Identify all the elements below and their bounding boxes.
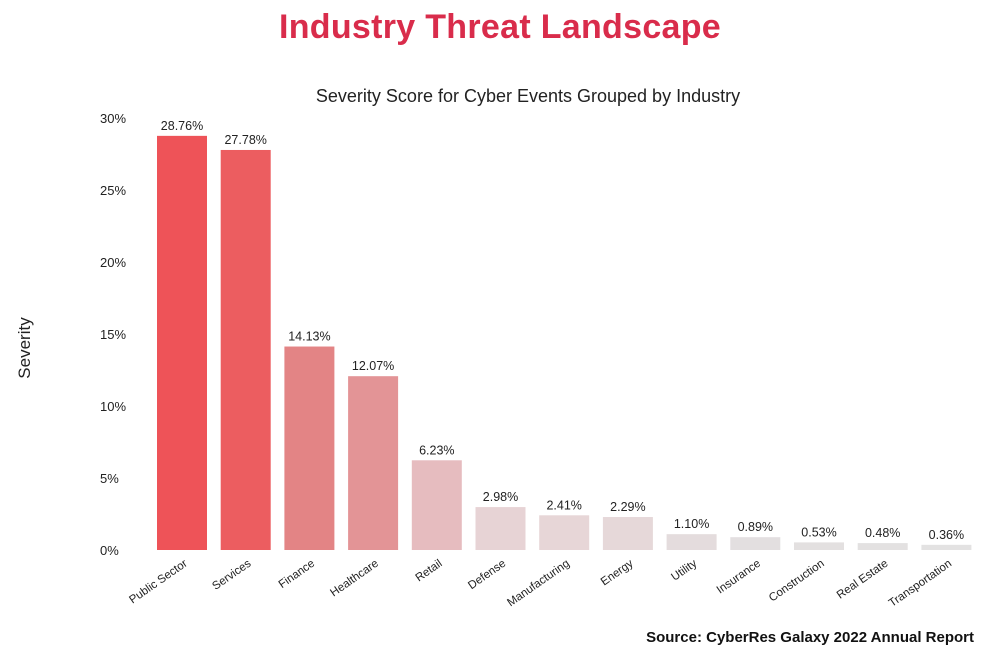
bar (348, 376, 399, 550)
x-tick-label: Services (210, 557, 253, 592)
bar (666, 534, 717, 550)
data-label: 2.98% (483, 490, 518, 504)
y-tick-label: 10% (100, 399, 126, 414)
x-tick-label: Construction (767, 558, 827, 605)
data-label: 0.89% (738, 520, 773, 534)
chart-subtitle: Severity Score for Cyber Events Grouped … (316, 86, 740, 106)
data-label: 1.10% (674, 517, 709, 531)
bar (602, 517, 653, 550)
x-tick-label: Public Sector (127, 558, 190, 607)
data-label: 2.29% (610, 500, 645, 514)
x-tick-label: Utility (669, 557, 699, 583)
bar (730, 537, 781, 550)
bars-group (157, 135, 972, 550)
bar (857, 543, 908, 550)
data-labels-group: 28.76% 27.78% 14.13% 12.07% 6.23% 2.98% 2.41% 2… (161, 119, 964, 542)
data-label: 27.78% (224, 133, 266, 147)
bar (284, 346, 335, 550)
x-axis-ticks: Public Sector Services Finance Healthcare Re… (127, 557, 954, 609)
bar (411, 460, 462, 550)
y-tick-label: 15% (100, 327, 126, 342)
y-tick-label: 20% (100, 255, 126, 270)
data-label: 0.36% (929, 528, 964, 542)
x-tick-label: Manufacturing (505, 558, 572, 610)
y-tick-label: 30% (100, 111, 126, 126)
source-note: Source: CyberRes Galaxy 2022 Annual Repo… (646, 629, 974, 646)
x-tick-label: Defense (466, 558, 508, 592)
bar (539, 515, 590, 550)
x-tick-label: Healthcare (328, 558, 380, 600)
data-label: 28.76% (161, 119, 203, 133)
data-label: 0.53% (801, 525, 836, 539)
x-tick-label: Transportation (887, 558, 954, 610)
bar (794, 542, 844, 550)
data-label: 6.23% (419, 443, 454, 457)
bar (220, 149, 271, 550)
data-label: 14.13% (288, 330, 330, 344)
y-axis-label: Severity (15, 317, 34, 379)
x-tick-label: Real Estate (835, 558, 891, 602)
y-tick-label: 25% (100, 183, 126, 198)
bar (921, 544, 972, 550)
bar (475, 507, 526, 550)
y-tick-label: 5% (100, 471, 119, 486)
page-title: Industry Threat Landscape (278, 8, 722, 46)
x-tick-label: Insurance (715, 558, 763, 597)
x-tick-label: Energy (599, 557, 636, 588)
bar (157, 135, 207, 550)
y-tick-label: 0% (100, 543, 119, 558)
data-label: 2.41% (546, 498, 581, 512)
y-axis-ticks: 0% 5% 10% 15% 20% 25% 30% (100, 111, 126, 558)
data-label: 0.48% (865, 526, 900, 540)
x-tick-label: Retail (414, 558, 445, 585)
data-label: 12.07% (352, 359, 394, 373)
x-tick-label: Finance (277, 558, 317, 591)
